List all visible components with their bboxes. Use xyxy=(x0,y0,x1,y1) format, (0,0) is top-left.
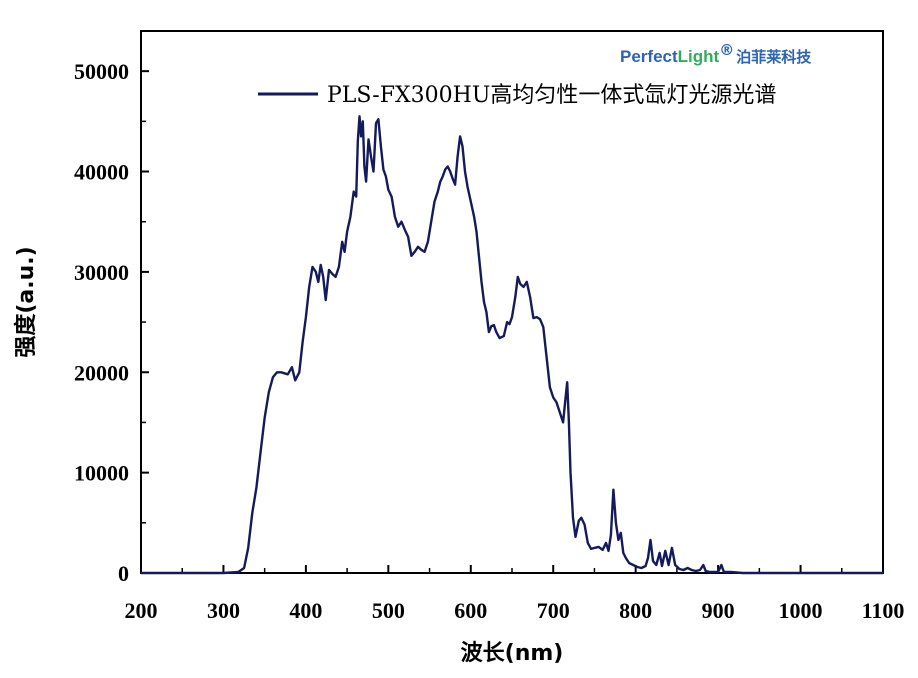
x-tick-label: 700 xyxy=(537,598,570,623)
series-line xyxy=(141,115,883,575)
x-axis-ticks: 200 300 400 500 600 700 800 900 1000 1100 xyxy=(125,565,905,623)
x-tick-label: 500 xyxy=(372,598,405,623)
x-tick-label: 1100 xyxy=(862,598,905,623)
perfectlight-logo: PerfectLight® 泊菲莱科技 xyxy=(620,41,812,66)
x-tick-label: 400 xyxy=(289,598,322,623)
y-tick-label: 30000 xyxy=(74,260,129,285)
y-tick-label: 10000 xyxy=(74,461,129,486)
y-tick-label: 20000 xyxy=(74,360,129,385)
logo-registered-mark: ® xyxy=(719,41,734,59)
y-tick-label: 40000 xyxy=(74,160,129,185)
logo-word-perfect: Perfect xyxy=(620,47,678,66)
x-tick-label: 800 xyxy=(619,598,652,623)
x-tick-label: 300 xyxy=(207,598,240,623)
x-tick-label: 600 xyxy=(454,598,487,623)
x-tick-label: 200 xyxy=(125,598,158,623)
y-axis-ticks: 0 10000 20000 30000 40000 50000 xyxy=(74,59,149,586)
y-tick-label: 0 xyxy=(118,561,129,586)
logo-word-light: Light xyxy=(678,47,720,66)
x-axis-title: 波长(nm) xyxy=(461,641,564,666)
x-tick-label: 1000 xyxy=(779,598,823,623)
y-axis-title: 强度(a.u.) xyxy=(13,246,39,357)
legend: PLS-FX300HU高均匀性一体式氙灯光源光谱 xyxy=(258,83,776,108)
x-tick-label: 900 xyxy=(702,598,735,623)
legend-label: PLS-FX300HU高均匀性一体式氙灯光源光谱 xyxy=(327,83,776,108)
y-tick-label: 50000 xyxy=(74,59,129,84)
logo-text: PerfectLight® 泊菲莱科技 xyxy=(620,41,812,66)
logo-chinese-name: 泊菲莱科技 xyxy=(736,48,812,66)
